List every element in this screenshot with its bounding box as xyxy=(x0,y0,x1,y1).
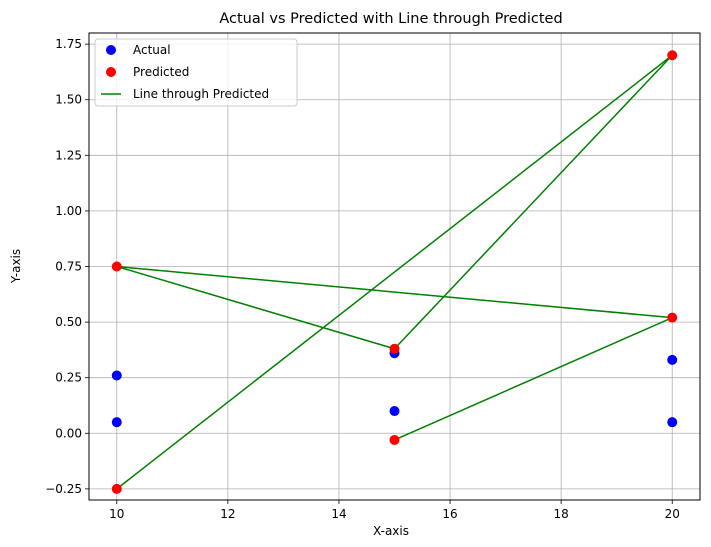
predicted-line xyxy=(116,54,676,490)
predicted-point xyxy=(667,312,678,323)
actual-point xyxy=(389,406,400,417)
y-tick-label: 1.50 xyxy=(55,93,82,107)
plot-lines xyxy=(116,54,676,490)
legend-marker-predicted xyxy=(106,67,116,77)
actual-point xyxy=(667,354,678,365)
predicted-point xyxy=(389,343,400,354)
y-tick-label: 1.25 xyxy=(55,148,82,162)
y-tick-label: 1.75 xyxy=(55,37,82,51)
y-tick-label: 1.00 xyxy=(55,204,82,218)
legend-label-actual: Actual xyxy=(133,43,171,57)
x-tick-label: 18 xyxy=(553,507,568,521)
legend-label-line-through-predicted: Line through Predicted xyxy=(133,87,269,101)
grid xyxy=(89,33,700,500)
predicted-point xyxy=(111,261,122,272)
chart-title: Actual vs Predicted with Line through Pr… xyxy=(219,11,562,27)
plot-points xyxy=(111,50,678,494)
y-axis-ticks: −0.25 0.00 0.25 0.50 0.75 1.00 1.25 1.50 1.75 xyxy=(45,37,89,496)
predicted-point xyxy=(111,483,122,494)
legend-marker-actual xyxy=(106,45,116,55)
predicted-point xyxy=(667,50,678,61)
y-tick-label: 0.50 xyxy=(55,315,82,329)
predicted-point xyxy=(389,434,400,445)
legend-box xyxy=(94,38,298,107)
x-tick-label: 14 xyxy=(331,507,346,521)
x-tick-label: 16 xyxy=(442,507,457,521)
actual-point xyxy=(667,417,678,428)
x-tick-label: 12 xyxy=(220,507,235,521)
y-tick-label: 0.75 xyxy=(55,260,82,274)
y-tick-label: 0.00 xyxy=(55,426,82,440)
y-axis-title: Y-axis xyxy=(9,249,23,284)
x-axis-ticks: 10 12 14 16 18 20 xyxy=(109,500,680,521)
legend: Actual Predicted Line through Predicted xyxy=(94,38,298,107)
actual-point xyxy=(111,417,122,428)
legend-label-predicted: Predicted xyxy=(133,65,189,79)
y-tick-label: −0.25 xyxy=(45,482,82,496)
x-tick-label: 20 xyxy=(665,507,680,521)
x-axis-title: X-axis xyxy=(373,524,409,538)
y-tick-label: 0.25 xyxy=(55,371,82,385)
x-tick-label: 10 xyxy=(109,507,124,521)
actual-point xyxy=(111,370,122,381)
